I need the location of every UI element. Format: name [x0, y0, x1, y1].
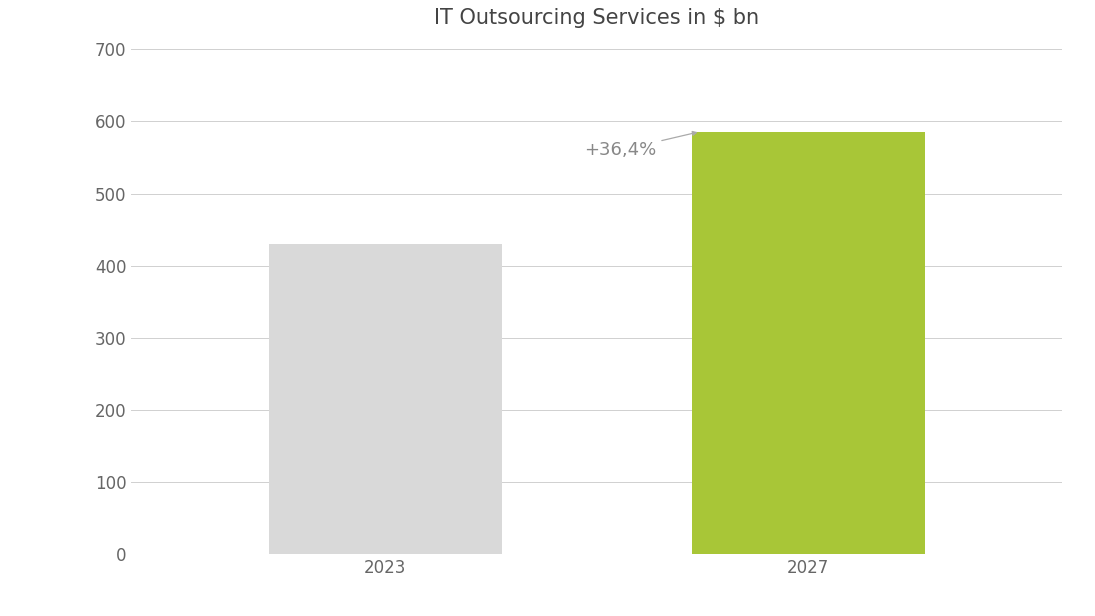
- Bar: [269, 244, 502, 554]
- Title: IT Outsourcing Services in $ bn: IT Outsourcing Services in $ bn: [435, 8, 759, 28]
- Bar: [692, 132, 924, 554]
- Text: +36,4%: +36,4%: [584, 131, 696, 160]
